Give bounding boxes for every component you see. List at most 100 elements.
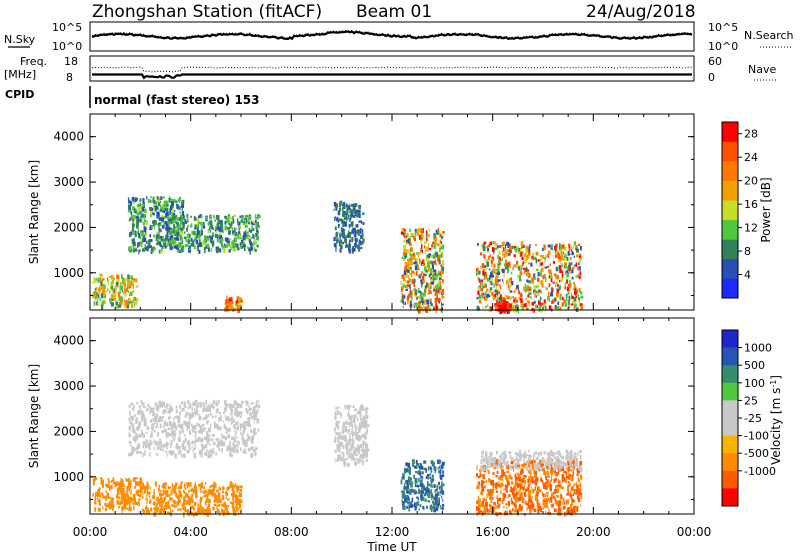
echo-cell [221, 433, 222, 435]
echo-cell [182, 200, 185, 204]
echo-cell [425, 460, 426, 464]
echo-cell [339, 224, 340, 226]
echo-cell [215, 226, 217, 229]
echo-cell [549, 481, 550, 485]
echo-cell [93, 481, 95, 484]
echo-cell [254, 420, 255, 424]
freq-line [92, 75, 692, 78]
echo-cell [341, 219, 343, 224]
echo-cell [365, 417, 368, 419]
echo-cell [433, 484, 435, 488]
echo-cell [335, 247, 336, 252]
echo-cell [212, 233, 214, 235]
echo-cell [187, 502, 190, 504]
echo-cell [571, 478, 573, 482]
echo-cell [407, 233, 409, 236]
echo-cell [169, 208, 171, 213]
echo-cell [198, 250, 200, 254]
echo-cell [166, 436, 168, 439]
echo-cell [497, 271, 499, 275]
freq-tick-low: 8 [66, 71, 73, 84]
echo-cell [576, 254, 579, 257]
echo-cell [416, 271, 418, 276]
echo-cell [229, 428, 231, 432]
echo-cell [170, 240, 173, 243]
echo-cell [493, 294, 494, 299]
echo-cell [137, 410, 140, 415]
echo-cell [184, 237, 186, 239]
echo-cell [92, 281, 93, 283]
echo-cell [154, 417, 157, 422]
echo-cell [131, 447, 134, 451]
echo-cell [163, 425, 165, 428]
echo-cell [478, 277, 480, 280]
echo-cell [346, 244, 347, 247]
echo-cell [131, 402, 133, 405]
echo-cell [561, 252, 562, 256]
echo-cell [228, 505, 230, 507]
echo-cell [366, 459, 368, 462]
echo-cell [215, 453, 217, 455]
echo-cell [239, 494, 242, 498]
echo-cell [95, 497, 96, 500]
echo-cell [207, 437, 209, 442]
echo-cell [235, 434, 236, 438]
echo-cell [175, 428, 177, 431]
echo-cell [547, 483, 549, 487]
echo-cell [254, 413, 255, 415]
echo-cell [213, 442, 216, 445]
echo-cell [568, 301, 570, 306]
echo-cell [428, 283, 429, 288]
echo-cell [576, 462, 578, 467]
echo-cell [192, 440, 194, 444]
echo-cell [172, 483, 173, 486]
echo-cell [337, 437, 340, 442]
echo-cell [141, 232, 144, 236]
echo-cell [442, 470, 444, 474]
echo-cell [175, 416, 178, 418]
echo-cell [237, 247, 240, 250]
echo-cell [111, 302, 114, 307]
echo-cell [477, 291, 479, 296]
echo-cell [362, 238, 364, 242]
echo-cell [364, 426, 366, 429]
echo-cell [189, 415, 191, 420]
echo-cell [505, 503, 507, 505]
echo-cell [520, 272, 523, 276]
echo-cell [562, 501, 563, 505]
echo-cell [201, 482, 203, 484]
echo-cell [108, 279, 110, 283]
echo-cell [231, 421, 232, 425]
echo-cell [410, 239, 411, 242]
echo-cell [181, 408, 184, 411]
echo-cell [362, 407, 364, 411]
echo-cell [484, 242, 487, 245]
echo-cell [129, 489, 130, 492]
echo-cell [255, 447, 258, 450]
echo-cell [364, 408, 366, 410]
echo-cell [223, 248, 226, 253]
echo-cell [134, 501, 135, 505]
echo-cell [580, 292, 583, 295]
echo-cell [177, 501, 180, 504]
echo-cell [218, 504, 220, 507]
echo-cell [214, 486, 217, 488]
echo-cell [548, 466, 551, 470]
echo-cell [116, 277, 119, 279]
nsky-panel: N.Sky 10^5 10^0 10^5 10^0 N.Search [4, 21, 794, 53]
echo-cell [143, 406, 146, 409]
echo-cell [127, 279, 129, 284]
echo-cell [255, 416, 257, 420]
echo-cell [132, 502, 133, 505]
echo-cell [486, 493, 487, 498]
echo-cell [107, 288, 108, 291]
echo-cell [134, 414, 137, 416]
echo-cell [240, 220, 241, 224]
echo-cell [142, 402, 143, 407]
echo-cell [521, 496, 523, 500]
echo-cell [201, 445, 204, 448]
echo-cell [570, 469, 572, 472]
echo-cell [355, 203, 357, 207]
echo-cell [354, 425, 357, 427]
